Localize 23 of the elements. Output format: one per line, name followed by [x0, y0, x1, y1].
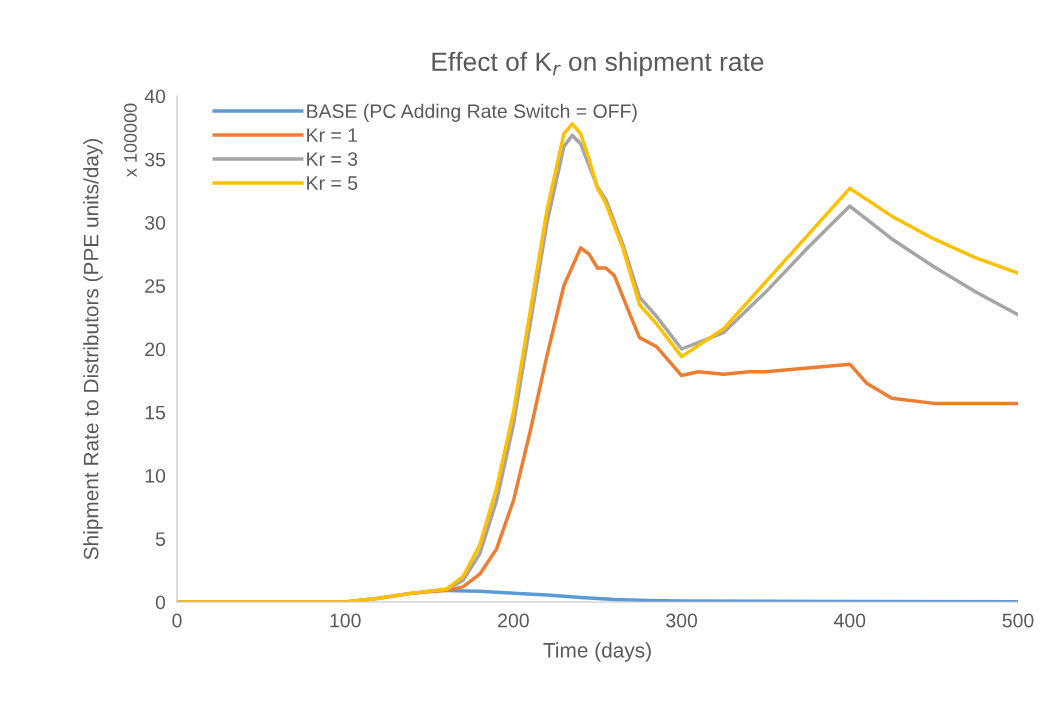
y-tick-label: 40 — [144, 89, 166, 104]
legend-label: Kr = 3 — [307, 152, 358, 166]
legend-label: Kr = 1 — [307, 128, 358, 142]
chart-title: Effect of K$_{r}$ on shipment rate — [432, 51, 764, 77]
y-tick-label: 15 — [145, 405, 166, 420]
y-tick-label: 5 — [155, 532, 166, 546]
y-axis-title: Shipment Rate to Distributors (PPE units/day) — [83, 138, 103, 560]
y-tick-label: 30 — [145, 215, 166, 230]
x-tick-label: 200 — [498, 613, 529, 628]
text: x 100000 — [124, 103, 137, 177]
y-tick-label: 0 — [155, 595, 166, 610]
x-tick-label: 0 — [172, 613, 182, 628]
legend-label: BASE (PC Adding Rate Switch = OFF) — [307, 103, 637, 122]
y-tick-label: 25 — [145, 279, 166, 293]
x-axis-title: Time (days) — [543, 642, 651, 662]
x-tick-label: 500 — [1002, 613, 1034, 628]
y-tick-label: 35 — [145, 152, 166, 167]
x-tick-label: 400 — [834, 613, 866, 628]
x-tick-label: 300 — [666, 613, 698, 628]
y-tick-label: 20 — [145, 342, 166, 357]
x-tick-label: 100 — [330, 613, 361, 628]
y-tick-label: 10 — [145, 468, 166, 483]
legend-label: Kr = 5 — [307, 176, 358, 190]
